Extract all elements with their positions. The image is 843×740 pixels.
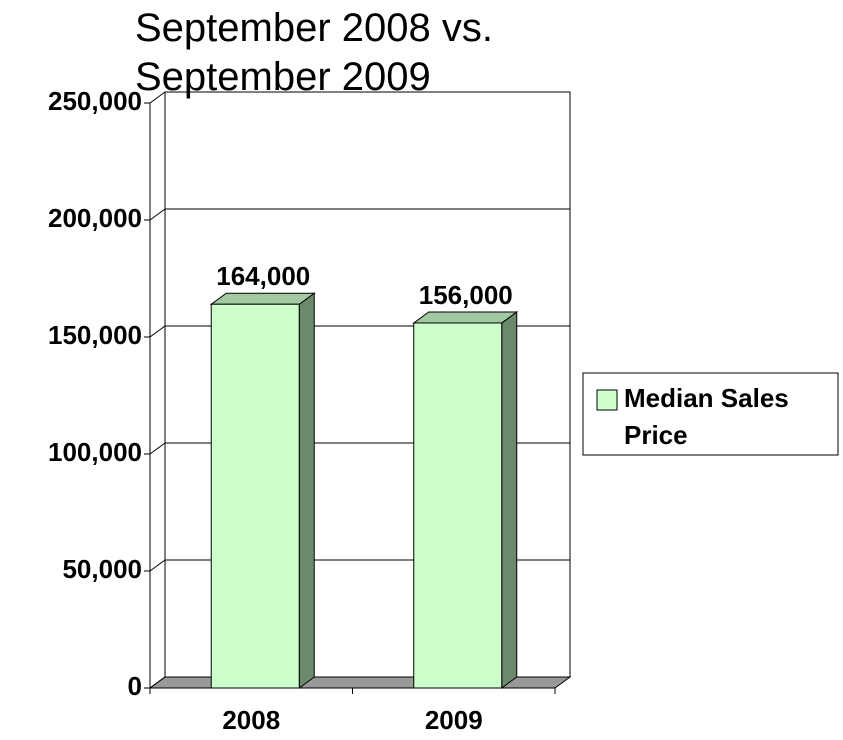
grid-depth: [149, 325, 166, 338]
legend-box: [582, 372, 839, 456]
y-tick-label: 250,000: [48, 86, 142, 116]
bar-side: [298, 292, 315, 689]
x-tick-label: 2008: [222, 705, 280, 735]
bar-side: [501, 310, 518, 689]
y-tick-label: 150,000: [48, 320, 142, 350]
grid-depth: [149, 208, 166, 221]
grid-depth: [149, 559, 166, 572]
legend-label: Median Sales Price: [624, 383, 789, 450]
x-tick-label: 2009: [425, 705, 483, 735]
bar: [210, 303, 300, 689]
chart-title: September 2008 vs. September 2009: [135, 6, 493, 99]
bar-top: [412, 311, 519, 324]
grid-depth: [149, 91, 166, 104]
legend-swatch: [596, 389, 618, 411]
y-tick-label: 200,000: [48, 203, 142, 233]
data-label: 156,000: [419, 280, 513, 310]
y-tick-label: 50,000: [62, 554, 142, 584]
grid-depth: [149, 676, 166, 689]
bar-top: [209, 292, 316, 305]
bar: [413, 322, 503, 689]
y-tick-label: 100,000: [48, 437, 142, 467]
y-tick-label: 0: [128, 671, 142, 701]
grid-depth: [149, 442, 166, 455]
data-label: 164,000: [216, 261, 310, 291]
